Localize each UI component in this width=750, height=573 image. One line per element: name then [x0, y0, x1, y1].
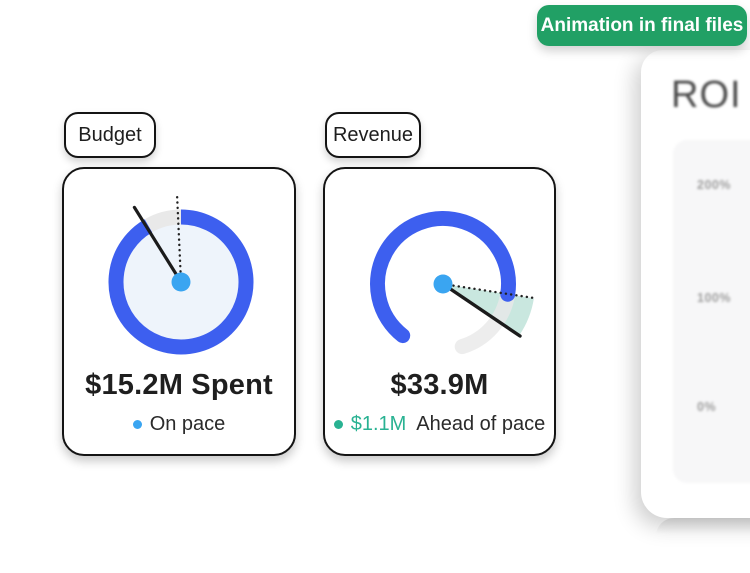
revenue-value: $33.9M [390, 369, 489, 401]
revenue-gauge-target-marker [441, 282, 536, 300]
budget-status: On pace [64, 413, 294, 436]
roi-tick-100: 100% [697, 291, 731, 305]
budget-status-label: On pace [149, 413, 226, 435]
revenue-status: $1.1M Ahead of pace [325, 413, 554, 436]
roi-chart-area: 200% 100% 0% [673, 140, 750, 483]
revenue-gauge-hub [433, 274, 453, 294]
revenue-status-dot-icon [333, 420, 343, 429]
revenue-gauge-ahead-wedge [443, 284, 534, 336]
budget-card: $15.2M Spent On pace [62, 167, 296, 456]
revenue-status-label: Ahead of pace [416, 413, 546, 435]
revenue-status-highlight: $1.1M [350, 413, 407, 435]
revenue-card: $33.9M $1.1M Ahead of pace [323, 167, 556, 456]
budget-gauge-target-marker [175, 192, 183, 284]
roi-tick-0: 0% [697, 400, 717, 414]
budget-gauge-needle [132, 205, 183, 284]
revenue-gauge-needle [441, 282, 522, 338]
roi-panel-content: ROI 200% 100% 0% [641, 50, 750, 518]
budget-gauge-remaining-arc [144, 209, 182, 233]
budget-gauge-inner-disk [123, 224, 239, 340]
budget-gauge-progress-ring [108, 209, 254, 355]
budget-tag: Budget [64, 112, 156, 158]
budget-status-dot-icon [132, 420, 142, 429]
revenue-gauge-remaining-arc [454, 287, 515, 355]
stacked-card-below [656, 518, 750, 573]
roi-panel: ROI 200% 100% 0% [641, 50, 750, 518]
budget-gauge-hub [171, 272, 191, 292]
revenue-tag: Revenue [325, 112, 421, 158]
roi-tick-200: 200% [697, 178, 731, 192]
revenue-gauge-progress-arc [370, 210, 516, 344]
budget-value: $15.2M Spent [85, 369, 273, 401]
animation-badge: Animation in final files [537, 5, 747, 46]
roi-title: ROI [671, 74, 742, 116]
